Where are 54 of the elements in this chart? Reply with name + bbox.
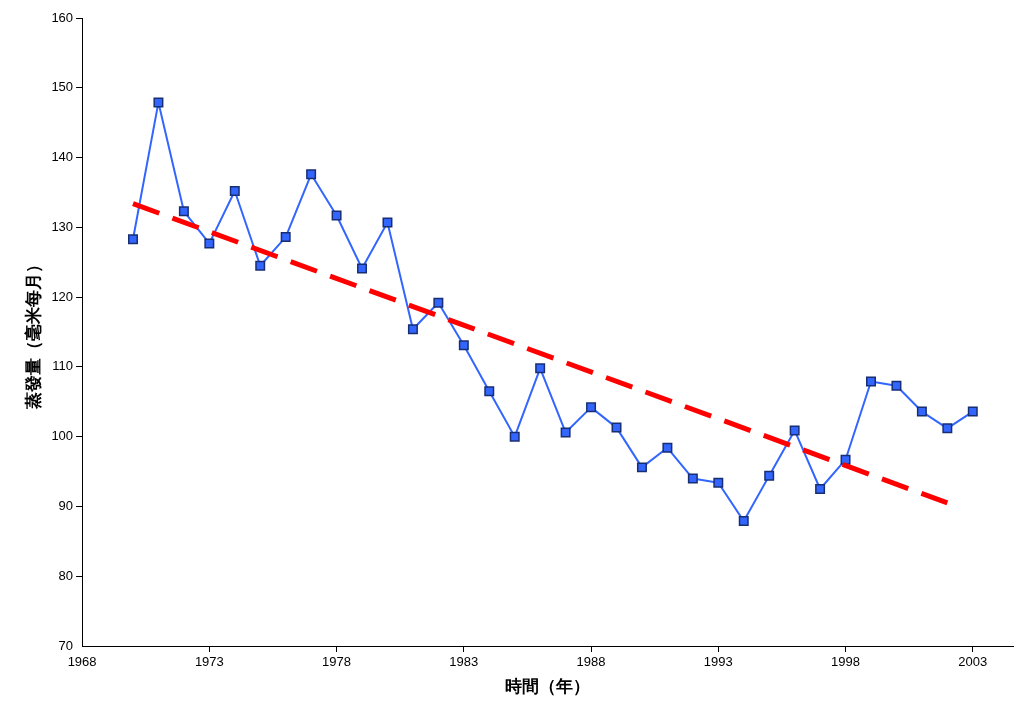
x-tick-label: 1998 [831, 654, 860, 670]
point [178, 206, 189, 217]
point [458, 340, 469, 351]
x-tick-label: 1968 [67, 654, 97, 670]
point [866, 376, 876, 387]
point [153, 97, 164, 108]
point [484, 386, 495, 397]
point [509, 431, 520, 442]
point [433, 297, 444, 308]
point [382, 217, 393, 228]
y-tick-label: 100 [51, 428, 74, 444]
y-tick-label: 110 [52, 358, 74, 374]
point [840, 454, 851, 465]
y-tick-label: 70 [58, 637, 74, 653]
point [560, 427, 571, 438]
x-tick-label: 1993 [703, 654, 733, 670]
x-tick-label: 1988 [576, 654, 606, 670]
point [636, 462, 647, 473]
x-tick-label: 2003 [958, 654, 988, 670]
point [662, 442, 673, 453]
point [407, 324, 418, 335]
x-tick-label: 1973 [194, 654, 224, 670]
y-tick-label: 140 [51, 149, 74, 165]
point [306, 169, 317, 180]
y-tick-label: 150 [51, 79, 74, 95]
x-tick-label: 1983 [449, 654, 479, 670]
y-tick-label: 130 [51, 218, 74, 234]
y-tick-label: 80 [58, 567, 74, 583]
point [789, 425, 800, 436]
point [687, 473, 698, 484]
point [280, 232, 291, 243]
point [942, 423, 953, 434]
point [967, 406, 978, 417]
point [738, 516, 749, 527]
point [357, 263, 368, 274]
point [764, 470, 775, 481]
point [127, 234, 138, 245]
point [204, 238, 215, 249]
point [255, 260, 266, 271]
x-tick-label: 1978 [322, 654, 352, 670]
y-axis-title: 蒸發量（毫米每月） [22, 255, 43, 410]
point [815, 484, 826, 494]
point [535, 363, 546, 374]
point [891, 380, 902, 391]
point [586, 402, 597, 413]
point [916, 406, 927, 417]
x-axis-title: 時間（年） [505, 676, 591, 697]
point [611, 422, 622, 433]
point [331, 210, 342, 221]
y-tick-label: 160 [51, 9, 74, 25]
point [229, 186, 240, 197]
point [713, 477, 724, 488]
y-tick-label: 120 [51, 288, 74, 304]
y-tick-label: 90 [58, 498, 74, 514]
